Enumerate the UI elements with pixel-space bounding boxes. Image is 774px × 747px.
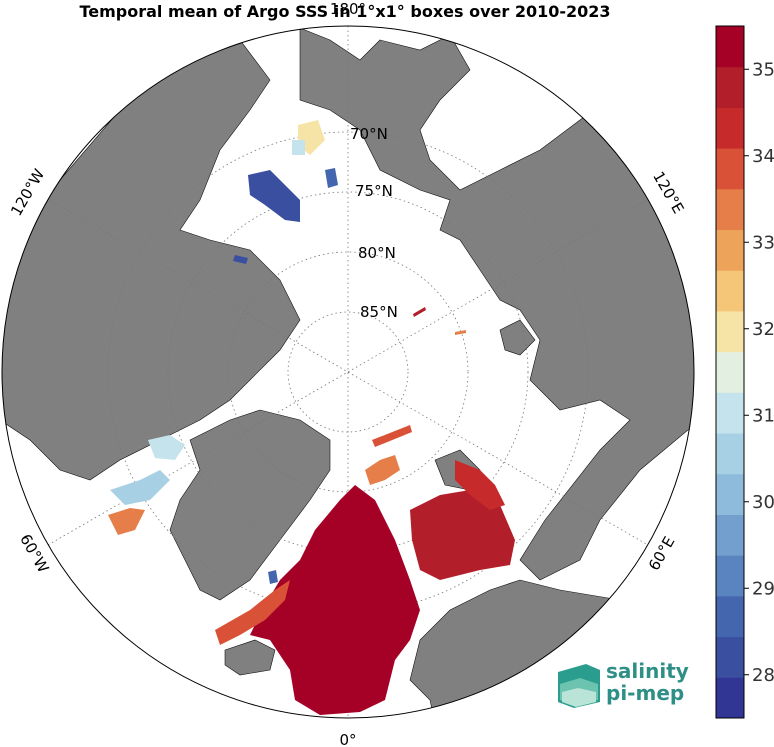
colorbar-tick-label: 30 — [752, 492, 774, 513]
colorbar-bin — [716, 473, 744, 515]
colorbar-bin — [716, 26, 744, 68]
colorbar-frame — [715, 25, 745, 719]
colorbar-bins — [716, 26, 744, 719]
sss-cells-baffin-orange — [108, 508, 145, 535]
lon-label-bottom: 0° — [339, 731, 356, 747]
logo-line2: pi-mep — [606, 681, 685, 705]
sss-cells-atlantic — [250, 485, 420, 715]
salinity-pi-mep-logo: salinity pi-mep — [556, 660, 696, 710]
sss-cells-scatter-1 — [233, 255, 248, 264]
colorbar-tick-label: 29 — [752, 578, 774, 599]
sss-cells-fram — [365, 455, 400, 485]
colorbar-bin — [716, 514, 744, 556]
colorbar-bin — [716, 433, 744, 475]
lat-label-70: 70°N — [350, 125, 388, 143]
logo-line1: salinity — [606, 659, 689, 683]
lat-label-75: 75°N — [355, 182, 393, 200]
sss-cells-scatter-5 — [268, 570, 278, 584]
sss-cells-barents-north — [455, 460, 505, 510]
lat-label-80: 80°N — [358, 244, 396, 262]
colorbar-bin — [716, 66, 744, 108]
polar-map: 70°N 75°N 80°N 85°N 180° 0° 120°W 60°W 1… — [1, 0, 695, 747]
map-boundary — [1, 25, 695, 719]
colorbar-tick-label: 32 — [752, 319, 774, 340]
sss-cells-beaufort-b — [325, 168, 338, 188]
colorbar-bin — [716, 392, 744, 434]
colorbar-tick-label: 34 — [752, 146, 774, 167]
colorbar-tick-label: 33 — [752, 232, 774, 253]
colorbar-bin — [716, 555, 744, 597]
land-greenland — [169, 409, 331, 601]
colorbar-bin — [716, 351, 744, 393]
map-title: Temporal mean of Argo SSS in 1°x1° boxes… — [79, 2, 611, 21]
land-iceland — [224, 639, 276, 676]
sss-cells-scatter-2 — [413, 307, 426, 317]
colorbar-bin — [716, 107, 744, 149]
lat-label-85: 85°N — [360, 303, 398, 321]
colorbar-bin — [716, 677, 744, 719]
sss-cells-scatter-4 — [372, 425, 412, 447]
colorbar-bin — [716, 148, 744, 190]
colorbar-bin — [716, 636, 744, 678]
sss-cells-scatter-3 — [455, 330, 466, 335]
colorbar-ticks: 28 29 30 31 32 33 34 35 — [744, 59, 774, 686]
sss-cells-gr-east — [215, 580, 290, 645]
colorbar-bin — [716, 188, 744, 231]
sss-cells-chukchi-b — [292, 140, 305, 155]
colorbar-bin — [716, 229, 744, 271]
logo-icon — [558, 664, 600, 708]
sss-cells-beaufort — [248, 170, 300, 222]
colorbar-tick-label: 35 — [752, 59, 774, 80]
colorbar-bin — [716, 595, 744, 638]
colorbar-bin — [716, 270, 744, 312]
salinity-data-layer — [108, 120, 515, 715]
colorbar-bin — [716, 310, 744, 353]
land-franz-josef — [499, 319, 536, 356]
sss-cells-baffin-light — [110, 470, 170, 505]
colorbar-tick-label: 31 — [752, 405, 774, 426]
colorbar-tick-label: 28 — [752, 665, 774, 686]
lon-label-top: 180° — [330, 0, 366, 18]
sss-cells-barents — [410, 490, 515, 580]
sss-cells-baffin-north — [148, 435, 185, 460]
land-eurasia — [299, 27, 694, 581]
